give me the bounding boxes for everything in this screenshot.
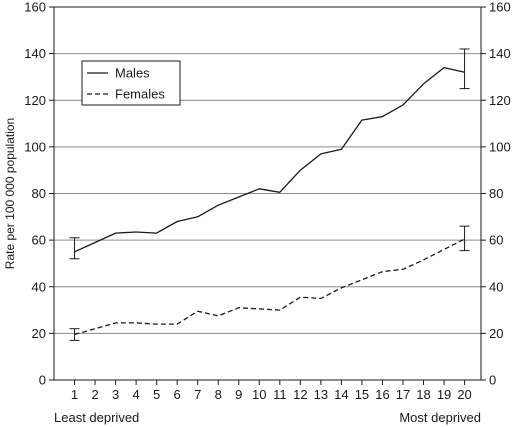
legend-box	[81, 60, 181, 106]
error-bars	[69, 48, 470, 341]
y-tick-label-left-140: 140	[24, 46, 46, 61]
y-tick-label-left-60: 60	[32, 233, 46, 248]
x-tick-label-2: 2	[91, 387, 98, 402]
y-tick-label-right-140: 140	[489, 46, 511, 61]
x-tick-label-8: 8	[215, 387, 222, 402]
x-tick-label-5: 5	[153, 387, 160, 402]
error-bar-females-x1	[69, 328, 80, 341]
error-bar-males-x20	[459, 48, 470, 90]
x-tick-label-7: 7	[194, 387, 201, 402]
y-tick-label-right-0: 0	[489, 373, 496, 388]
legend-label-females: Females	[115, 87, 165, 102]
x-tick-label-16: 16	[375, 387, 389, 402]
y-tick-label-right-60: 60	[489, 233, 503, 248]
y-axis-title: Rate per 100 000 population	[3, 118, 17, 269]
x-tick-label-4: 4	[132, 387, 139, 402]
x-tick-label-20: 20	[457, 387, 471, 402]
x-tick-label-11: 11	[273, 387, 287, 402]
x-tick-label-15: 15	[355, 387, 369, 402]
x-tick-label-9: 9	[235, 387, 242, 402]
y-tick-label-right-80: 80	[489, 186, 503, 201]
error-bar-males-x1	[69, 237, 80, 260]
x-tick-label-13: 13	[314, 387, 328, 402]
x-tick-label-6: 6	[174, 387, 181, 402]
x-axis-least-deprived-label: Least deprived	[54, 410, 139, 425]
x-tick-label-1: 1	[71, 387, 78, 402]
y-tick-label-left-0: 0	[39, 373, 46, 388]
y-tick-label-left-120: 120	[24, 93, 46, 108]
y-tick-label-left-160: 160	[24, 0, 46, 15]
x-tick-label-17: 17	[396, 387, 410, 402]
y-tick-label-left-20: 20	[32, 326, 46, 341]
x-tick-label-3: 3	[112, 387, 119, 402]
series-line-males	[74, 66, 465, 253]
x-tick-label-18: 18	[416, 387, 430, 402]
y-tick-label-right-120: 120	[489, 93, 511, 108]
error-bar-females-x20	[459, 225, 470, 252]
series-lines	[74, 66, 465, 336]
x-axis-most-deprived-label: Most deprived	[399, 410, 481, 425]
x-tick-label-14: 14	[334, 387, 348, 402]
x-tick-label-12: 12	[293, 387, 307, 402]
x-tick-label-10: 10	[252, 387, 266, 402]
legend-label-males: Males	[115, 66, 150, 81]
y-tick-label-right-100: 100	[489, 139, 511, 154]
y-tick-label-right-40: 40	[489, 279, 503, 294]
x-tick-label-19: 19	[437, 387, 451, 402]
y-tick-label-right-20: 20	[489, 326, 503, 341]
y-tick-label-left-40: 40	[32, 279, 46, 294]
y-tick-label-left-100: 100	[24, 139, 46, 154]
series-line-females	[74, 238, 465, 336]
y-tick-label-left-80: 80	[32, 186, 46, 201]
y-tick-label-right-160: 160	[489, 0, 511, 15]
legend: Males Females	[81, 60, 181, 106]
